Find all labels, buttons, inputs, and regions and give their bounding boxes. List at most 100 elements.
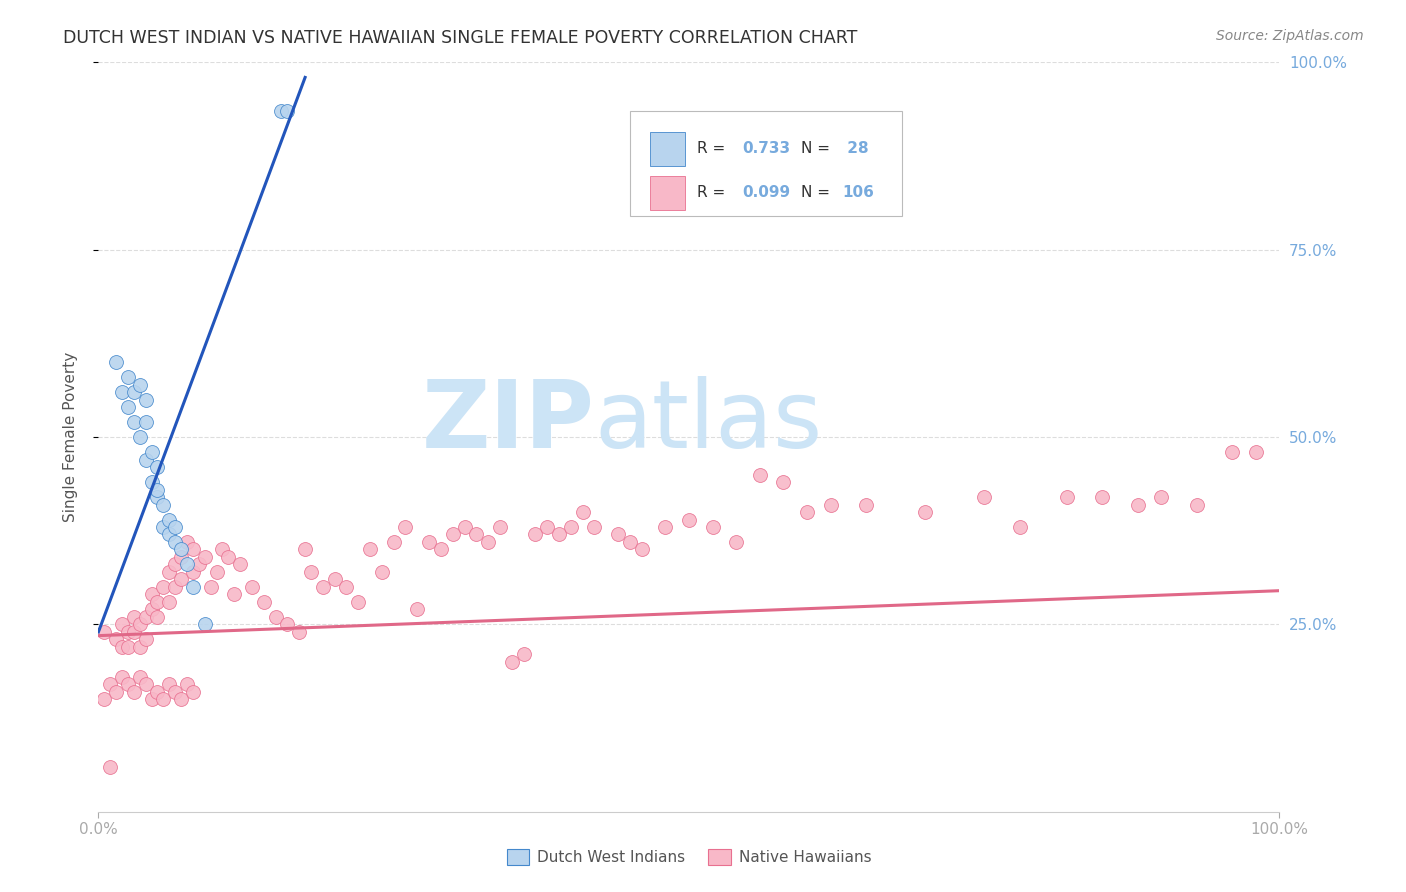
Point (157, 595, 180, 609)
Text: R =: R = (697, 186, 730, 201)
Point (170, 549, 193, 564)
Point (453, 520, 475, 534)
Point (276, 104, 298, 119)
Point (111, 617, 134, 632)
Point (294, 542, 316, 557)
Point (98, 677, 121, 691)
Text: ZIP: ZIP (422, 376, 595, 468)
Point (1220, 445, 1243, 459)
Point (323, 573, 346, 587)
Point (347, 595, 370, 609)
FancyBboxPatch shape (650, 132, 685, 166)
Point (571, 505, 593, 519)
Point (418, 535, 440, 549)
Point (583, 520, 606, 534)
Point (98, 760, 121, 774)
Point (176, 558, 198, 572)
Point (914, 505, 936, 519)
Point (748, 467, 770, 482)
Point (122, 685, 145, 699)
Text: N =: N = (801, 142, 835, 156)
Point (820, 498, 842, 512)
Point (382, 535, 405, 549)
Point (205, 565, 228, 579)
Point (702, 520, 724, 534)
Point (270, 104, 292, 119)
Point (111, 640, 134, 654)
Point (157, 512, 180, 526)
Point (117, 640, 139, 654)
Point (253, 595, 276, 609)
Point (157, 527, 180, 541)
Point (135, 415, 157, 429)
Point (524, 527, 547, 541)
Text: 28: 28 (842, 142, 869, 156)
Point (1150, 490, 1173, 504)
Legend: Dutch West Indians, Native Hawaiians: Dutch West Indians, Native Hawaiians (501, 843, 877, 871)
Point (165, 580, 187, 594)
Point (264, 610, 287, 624)
Text: Source: ZipAtlas.com: Source: ZipAtlas.com (1216, 29, 1364, 44)
Point (146, 490, 169, 504)
Point (117, 370, 139, 384)
Point (187, 558, 209, 572)
Point (117, 400, 139, 414)
Point (560, 520, 582, 534)
Point (141, 475, 163, 489)
Point (128, 377, 150, 392)
Point (93, 692, 115, 706)
Point (170, 692, 193, 706)
Point (165, 685, 187, 699)
Point (630, 542, 652, 557)
Point (170, 573, 193, 587)
Point (312, 580, 335, 594)
Point (430, 542, 453, 557)
Point (548, 527, 571, 541)
Point (135, 610, 157, 624)
Point (725, 535, 748, 549)
Point (181, 580, 204, 594)
Point (181, 542, 204, 557)
Point (117, 677, 139, 691)
Point (152, 580, 174, 594)
Point (128, 617, 150, 632)
Point (165, 520, 187, 534)
Point (128, 640, 150, 654)
Point (165, 558, 187, 572)
Point (772, 475, 794, 489)
Point (619, 535, 641, 549)
Point (157, 677, 180, 691)
Point (973, 490, 995, 504)
Text: 0.733: 0.733 (742, 142, 790, 156)
Point (194, 549, 217, 564)
Point (157, 565, 180, 579)
Point (1008, 520, 1031, 534)
Point (796, 505, 818, 519)
Point (607, 527, 630, 541)
Y-axis label: Single Female Poverty: Single Female Poverty (63, 352, 77, 522)
Text: N =: N = (801, 186, 835, 201)
Point (152, 498, 174, 512)
Point (135, 677, 157, 691)
Point (654, 520, 676, 534)
Point (1185, 498, 1208, 512)
Point (135, 452, 157, 467)
Point (111, 385, 134, 400)
Point (152, 520, 174, 534)
Point (229, 558, 252, 572)
Point (122, 624, 145, 639)
Point (165, 535, 187, 549)
Point (146, 460, 169, 475)
Point (276, 617, 298, 632)
Point (141, 692, 163, 706)
Point (200, 580, 222, 594)
Point (359, 542, 381, 557)
Point (135, 392, 157, 407)
Point (217, 549, 239, 564)
Point (371, 565, 394, 579)
Point (441, 527, 464, 541)
Point (170, 542, 193, 557)
Point (93, 624, 115, 639)
Point (128, 430, 150, 444)
Point (465, 527, 488, 541)
